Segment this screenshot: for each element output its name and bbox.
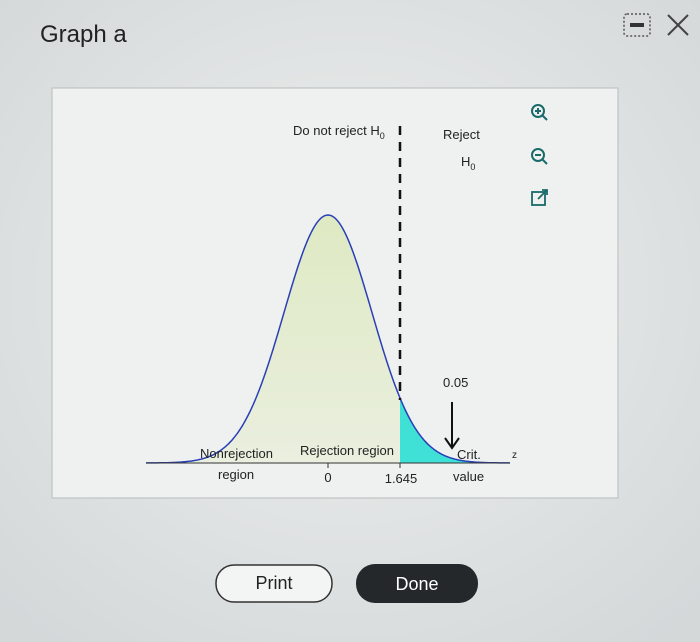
close-button[interactable]	[667, 14, 689, 36]
crit-label: value	[453, 469, 484, 484]
reject-label: Reject	[443, 127, 480, 142]
open-external[interactable]	[531, 189, 548, 206]
crit-label: Crit.	[457, 447, 481, 462]
print-button[interactable]: Print	[215, 564, 333, 603]
nonrejection-label: region	[218, 467, 254, 482]
window-title: Graph a	[40, 21, 127, 48]
axis-label: z	[512, 450, 517, 461]
rejection-area	[400, 398, 510, 463]
nonrejection-label: Nonrejection	[200, 446, 273, 461]
reject-h: H0	[461, 154, 475, 172]
normal-curve	[145, 214, 511, 464]
plot	[145, 214, 511, 464]
rejection-label: Rejection region	[300, 443, 394, 458]
zoom-in[interactable]	[531, 104, 548, 121]
done-text: Done	[395, 574, 438, 594]
nonreject-label: Do not reject H0	[293, 123, 385, 141]
alpha-label: 0.05	[443, 375, 468, 390]
minimize-button[interactable]	[623, 13, 651, 37]
print-text: Print	[255, 573, 292, 593]
tick-label: 1.645	[385, 471, 418, 486]
zoom-out[interactable]	[531, 148, 548, 165]
alpha-arrow	[444, 402, 460, 450]
tick-label: 0	[324, 470, 331, 485]
nonrejection-area	[148, 215, 400, 463]
done-button[interactable]: Done	[356, 564, 478, 603]
